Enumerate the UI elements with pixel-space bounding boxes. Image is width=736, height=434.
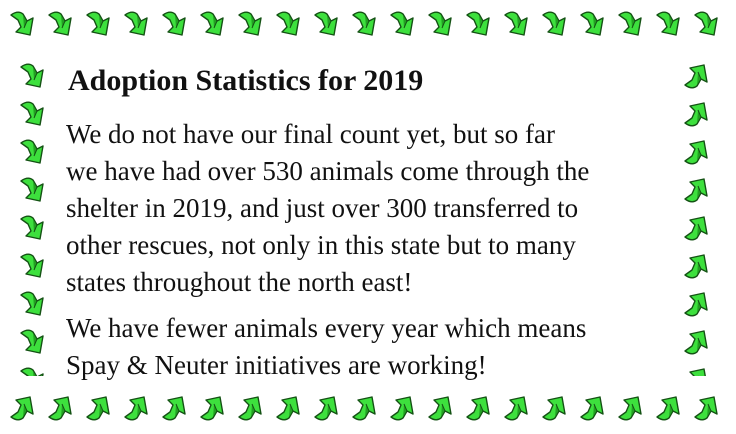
text-line: shelter in 2019, and just over 300 trans… [66, 190, 589, 227]
page-body: Adoption Statistics for 2019 We do not h… [0, 0, 736, 434]
text-line: we have had over 530 animals come throug… [66, 153, 589, 190]
text-line: states throughout the north east! [66, 264, 589, 301]
text-line: We do not have our final count yet, but … [66, 116, 589, 153]
title: Adoption Statistics for 2019 [68, 64, 423, 98]
bottom-border [4, 388, 730, 428]
right-border [678, 56, 716, 376]
text-line: We have fewer animals every year which m… [66, 310, 586, 347]
text-line: Spay & Neuter initiatives are working! [66, 347, 586, 384]
left-border [16, 56, 50, 376]
text-line: other rescues, not only in this state bu… [66, 227, 589, 264]
top-border [4, 4, 730, 44]
page: {"title": "Adoption Statistics for 2019"… [0, 0, 736, 434]
paragraph: We do not have our final count yet, but … [66, 116, 589, 301]
paragraph: We have fewer animals every year which m… [66, 310, 586, 384]
